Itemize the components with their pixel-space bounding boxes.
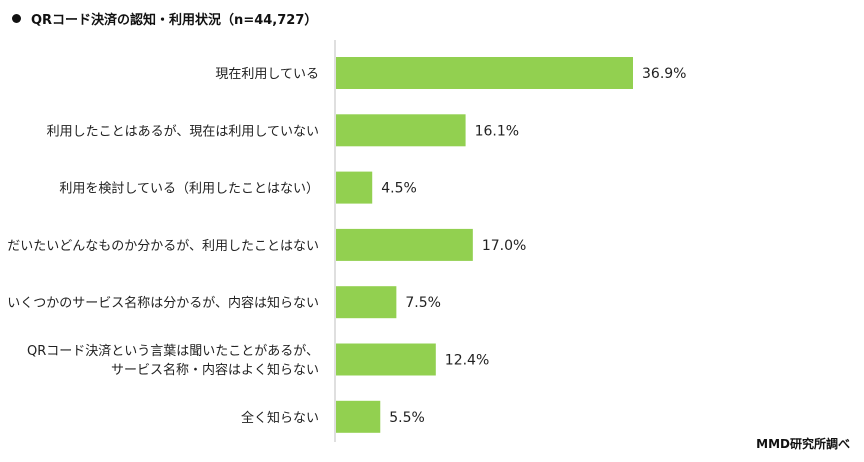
chart-title-row: QRコード決済の認知・利用状況（n=44,727） [12,8,317,28]
value-label-5: 12.4% [445,353,489,369]
value-label-3: 17.0% [482,238,526,254]
bar-2 [336,171,373,204]
value-label-1: 16.1% [475,123,519,139]
value-label-2: 4.5% [381,181,417,197]
value-label-4: 7.5% [405,295,441,311]
bar-6 [336,400,381,433]
bullet-icon [12,13,21,23]
bar-4 [336,286,397,319]
category-label-6: 全く知らない [241,410,319,426]
bar-0 [336,57,633,89]
bar-3 [336,228,473,261]
category-label-5-line-0: QRコード決済という言葉は聞いたことがあるが、 [27,343,319,359]
category-label-5-line-1: サービス名称・内容はよく知らない [111,362,319,378]
chart-title: QRコード決済の認知・利用状況（n=44,727） [31,12,318,28]
category-label-0: 現在利用している [215,67,319,82]
source-credit: MMD研究所調べ [756,437,850,451]
bar-1 [336,114,466,147]
bar-5 [336,343,436,376]
category-label-3: だいたいどんなものか分かるが、利用したことはない [7,239,319,254]
category-label-2: 利用を検討している（利用したことはない） [59,181,319,197]
category-label-4: いくつかのサービス名称は分かるが、内容は知らない [7,295,319,311]
value-label-6: 5.5% [389,410,425,426]
category-label-1: 利用したことはあるが、現在は利用していない [47,124,319,139]
value-label-0: 36.9% [642,66,686,82]
